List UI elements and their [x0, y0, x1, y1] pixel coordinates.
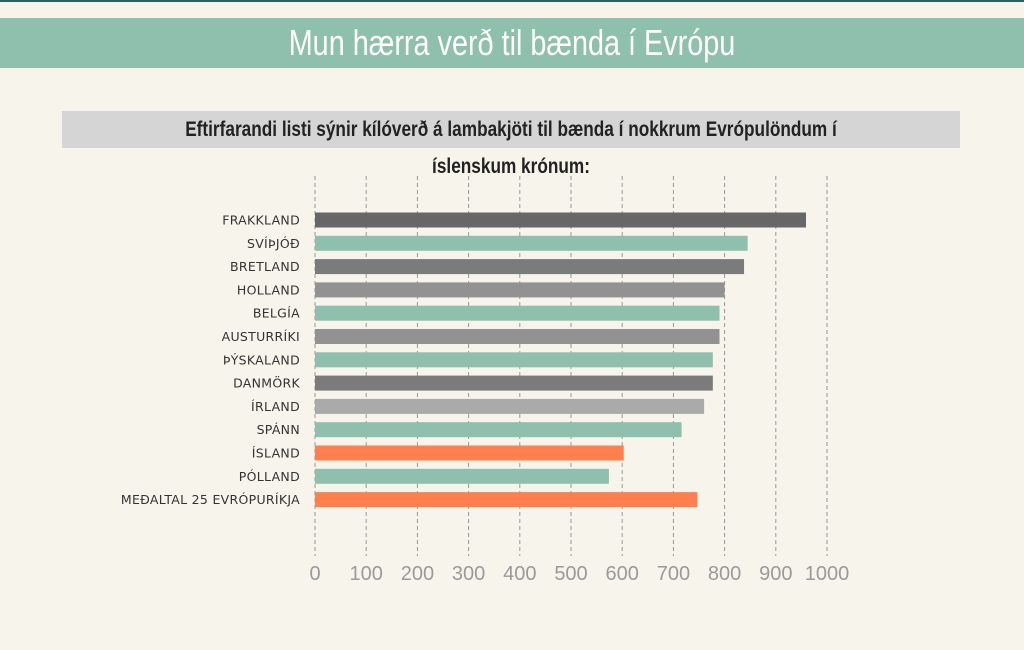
category-label: DANMÖRK — [233, 375, 300, 391]
bar — [315, 445, 624, 461]
bar — [315, 235, 748, 251]
x-tick-label: 600 — [606, 563, 639, 585]
x-tick-label: 300 — [452, 563, 485, 585]
category-label: AUSTURRÍKI — [222, 329, 300, 344]
bar — [315, 398, 705, 414]
x-tick-label: 800 — [708, 563, 741, 585]
category-label: MEÐALTAL 25 EVRÓPURÍKJA — [121, 492, 300, 507]
title-banner — [0, 18, 1024, 68]
x-tick-label: 1000 — [805, 563, 850, 585]
subtitle-box — [62, 111, 960, 148]
category-label: BRETLAND — [230, 259, 300, 274]
category-label: PÓLLAND — [239, 469, 300, 484]
category-label: ÞÝSKALAND — [223, 352, 300, 367]
category-label: HOLLAND — [237, 282, 300, 297]
chart-subtitle: Eftirfarandi listi sýnir kílóverð á lamb… — [185, 118, 837, 178]
bar — [315, 329, 720, 344]
bar — [315, 468, 609, 484]
bar — [315, 422, 682, 438]
bar — [315, 282, 725, 298]
category-label: SPÁNN — [257, 422, 300, 437]
x-tick-label: 0 — [309, 563, 320, 585]
x-tick-label: 900 — [759, 563, 792, 585]
x-tick-label: 200 — [401, 563, 434, 585]
category-label: SVÍÞJÓÐ — [247, 236, 300, 251]
x-tick-label: 100 — [350, 563, 383, 585]
bar — [315, 305, 720, 321]
page-title: Mun hærra verð til bænda í Evrópu — [288, 22, 736, 63]
category-label: BELGÍA — [253, 306, 300, 321]
bar — [315, 259, 745, 275]
x-tick-label: 700 — [657, 563, 690, 585]
top-border — [0, 0, 1024, 2]
bar — [315, 352, 713, 368]
bar — [315, 492, 698, 508]
category-label: FRAKKLAND — [222, 213, 300, 228]
bar — [315, 375, 713, 391]
category-label: ÍSLAND — [252, 446, 300, 461]
x-tick-label: 500 — [554, 563, 587, 585]
category-label: ÍRLAND — [251, 399, 300, 414]
bar — [315, 212, 807, 228]
x-tick-label: 400 — [503, 563, 536, 585]
